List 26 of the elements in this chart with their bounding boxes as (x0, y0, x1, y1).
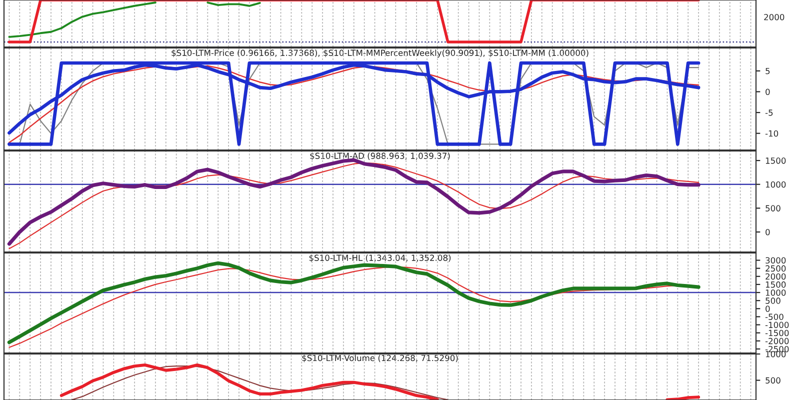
y-tick-label: 2000 (766, 273, 786, 280)
y-tick-label: 1000 (766, 181, 786, 188)
y-tick-label: -2500 (765, 346, 789, 352)
chart-title: $S10-LTM-Price (0.96166, 1.37368), $S10-LTM-MMPercentWeekly(90.9091), $S10-LTM-MM (1.00000) (172, 50, 588, 58)
y-tick-label: 5 (766, 68, 770, 74)
y-tick-label: -10 (765, 130, 778, 137)
y-tick-label: -1500 (765, 330, 789, 336)
y-tick-label: -1000 (765, 322, 789, 328)
y-tick-label: 500 (766, 205, 780, 212)
y-tick-label: -500 (765, 314, 784, 320)
chart-title: $S10-LTM-HL (1,343.04, 1,352.08) (309, 254, 451, 262)
y-tick-label: 2500 (766, 265, 786, 272)
y-tick-label: 0 (766, 306, 770, 312)
y-tick-label: -5 (765, 110, 773, 116)
y-tick-label: 500 (766, 298, 780, 304)
y-tick-label: 3000 (766, 257, 786, 264)
y-tick-label: 1000 (766, 289, 786, 296)
y-tick-label: -2000 (765, 338, 789, 344)
y-tick-label: 0 (766, 88, 770, 95)
y-tick-label: 1500 (766, 158, 786, 164)
chart-title: $S10-LTM-AD (988.963, 1,039.37) (310, 152, 450, 160)
y-tick-label: 1000 (766, 350, 786, 358)
y-tick-label: 1500 (766, 281, 786, 288)
y-tick-label: 0 (766, 228, 770, 236)
chart-title: $S10-LTM-Volume (124.268, 71.5290) (302, 354, 458, 362)
y-tick-label: 500 (766, 377, 780, 384)
